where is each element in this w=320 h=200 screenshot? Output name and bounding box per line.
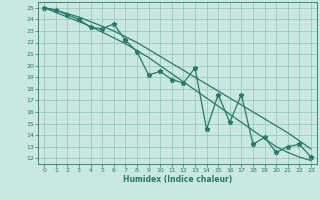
X-axis label: Humidex (Indice chaleur): Humidex (Indice chaleur)	[123, 175, 232, 184]
